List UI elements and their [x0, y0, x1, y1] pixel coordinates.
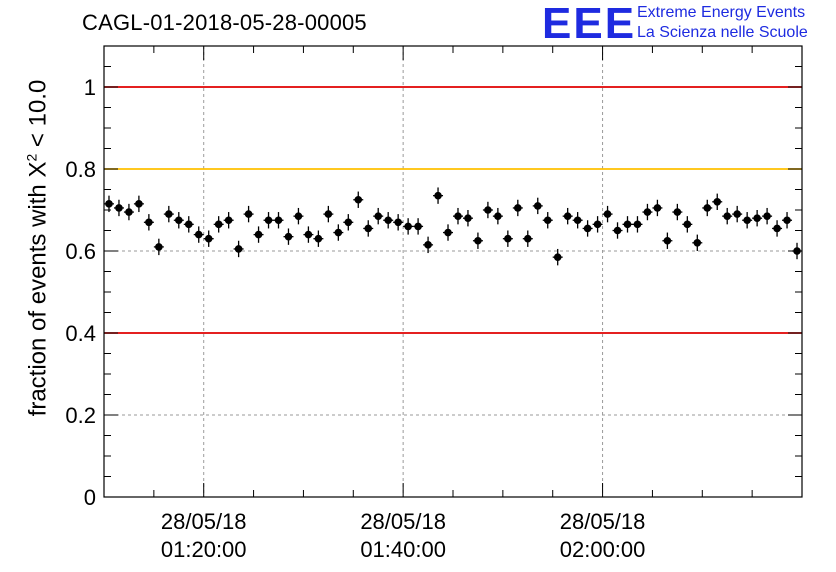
chart-title: CAGL-01-2018-05-28-00005 — [82, 10, 367, 35]
data-point — [174, 216, 183, 225]
data-point — [653, 204, 662, 212]
data-point — [673, 208, 682, 216]
data-point — [523, 234, 532, 243]
data-point — [194, 230, 203, 239]
data-point — [274, 216, 283, 225]
data-point — [464, 214, 472, 222]
data-point — [334, 228, 343, 237]
data-point — [234, 245, 243, 253]
data-point — [484, 206, 492, 214]
data-point — [254, 230, 263, 239]
data-point — [623, 220, 632, 229]
y-axis-label-suffix: < 10.0 — [24, 79, 52, 154]
y-tick-label: 0.2 — [65, 403, 96, 428]
data-point — [294, 212, 303, 220]
data-point — [474, 236, 482, 245]
data-point — [783, 216, 791, 225]
data-point — [314, 234, 323, 243]
data-point — [613, 226, 622, 235]
data-point — [404, 222, 412, 231]
x-tick-label-time: 01:40:00 — [360, 537, 446, 562]
data-point — [145, 218, 153, 227]
data-point — [543, 216, 552, 225]
eee-logo: EEE Extreme Energy Events La Scienza nel… — [542, 2, 832, 46]
x-tick-label-time: 02:00:00 — [560, 537, 646, 562]
y-axis-label-superscript: 2 — [23, 153, 40, 162]
data-point — [643, 208, 652, 216]
data-point — [115, 204, 123, 212]
data-point — [743, 216, 751, 225]
data-point — [633, 220, 642, 229]
y-tick-label: 1 — [84, 75, 96, 100]
data-point — [494, 212, 502, 220]
data-point — [514, 204, 522, 212]
x-tick-label-time: 01:20:00 — [161, 537, 247, 562]
data-point — [304, 230, 313, 239]
data-point — [165, 210, 173, 218]
data-point — [384, 216, 392, 225]
data-point — [444, 228, 452, 237]
data-point — [155, 243, 163, 251]
data-point — [105, 200, 113, 208]
data-point — [264, 216, 273, 225]
eee-logo-mark: EEE — [542, 0, 637, 48]
data-point — [324, 210, 333, 218]
data-point — [184, 220, 193, 229]
y-axis-label-symbol: X — [24, 161, 52, 178]
data-point — [284, 232, 293, 241]
data-point — [244, 210, 253, 218]
x-tick-label-date: 28/05/18 — [360, 509, 446, 534]
data-point — [603, 210, 612, 218]
y-tick-label: 0 — [84, 485, 96, 510]
data-point — [553, 253, 562, 261]
plot-frame — [103, 45, 803, 498]
data-point — [723, 212, 732, 220]
data-point — [224, 216, 233, 225]
data-point — [135, 200, 143, 208]
data-point — [703, 204, 712, 212]
data-point — [693, 239, 702, 247]
y-axis-label-prefix: fraction of events with — [24, 177, 52, 417]
data-point — [593, 220, 602, 229]
data-point — [434, 191, 442, 200]
data-point — [504, 234, 512, 243]
logo-text-line1: Extreme Energy Events — [637, 4, 806, 21]
data-point — [125, 208, 133, 216]
data-point — [394, 218, 402, 227]
data-point — [763, 212, 771, 220]
data-point — [683, 220, 692, 229]
data-point — [344, 218, 353, 227]
logo-text-line2: La Scienza nelle Scuole — [637, 24, 808, 41]
data-point — [533, 202, 542, 210]
data-point — [793, 247, 801, 255]
data-point — [563, 212, 572, 220]
data-point — [204, 234, 213, 243]
y-tick-label: 0.8 — [65, 157, 96, 182]
data-point — [713, 198, 722, 206]
data-point — [573, 216, 582, 225]
data-point — [753, 214, 761, 222]
y-axis-label: fraction of events with X2 < 10.0 — [24, 80, 53, 417]
data-point — [454, 212, 462, 220]
x-tick-label-date: 28/05/18 — [560, 509, 646, 534]
data-point — [773, 224, 781, 233]
data-point — [414, 222, 422, 231]
data-point — [583, 224, 592, 233]
data-point — [354, 195, 363, 204]
data-point — [214, 220, 223, 229]
data-point — [733, 210, 741, 218]
x-tick-label-date: 28/05/18 — [161, 509, 247, 534]
data-point — [663, 236, 672, 245]
y-tick-label: 0.6 — [65, 239, 96, 264]
data-point — [374, 212, 383, 220]
data-point — [424, 241, 432, 249]
y-tick-label: 0.4 — [65, 321, 96, 346]
data-point — [364, 224, 373, 233]
